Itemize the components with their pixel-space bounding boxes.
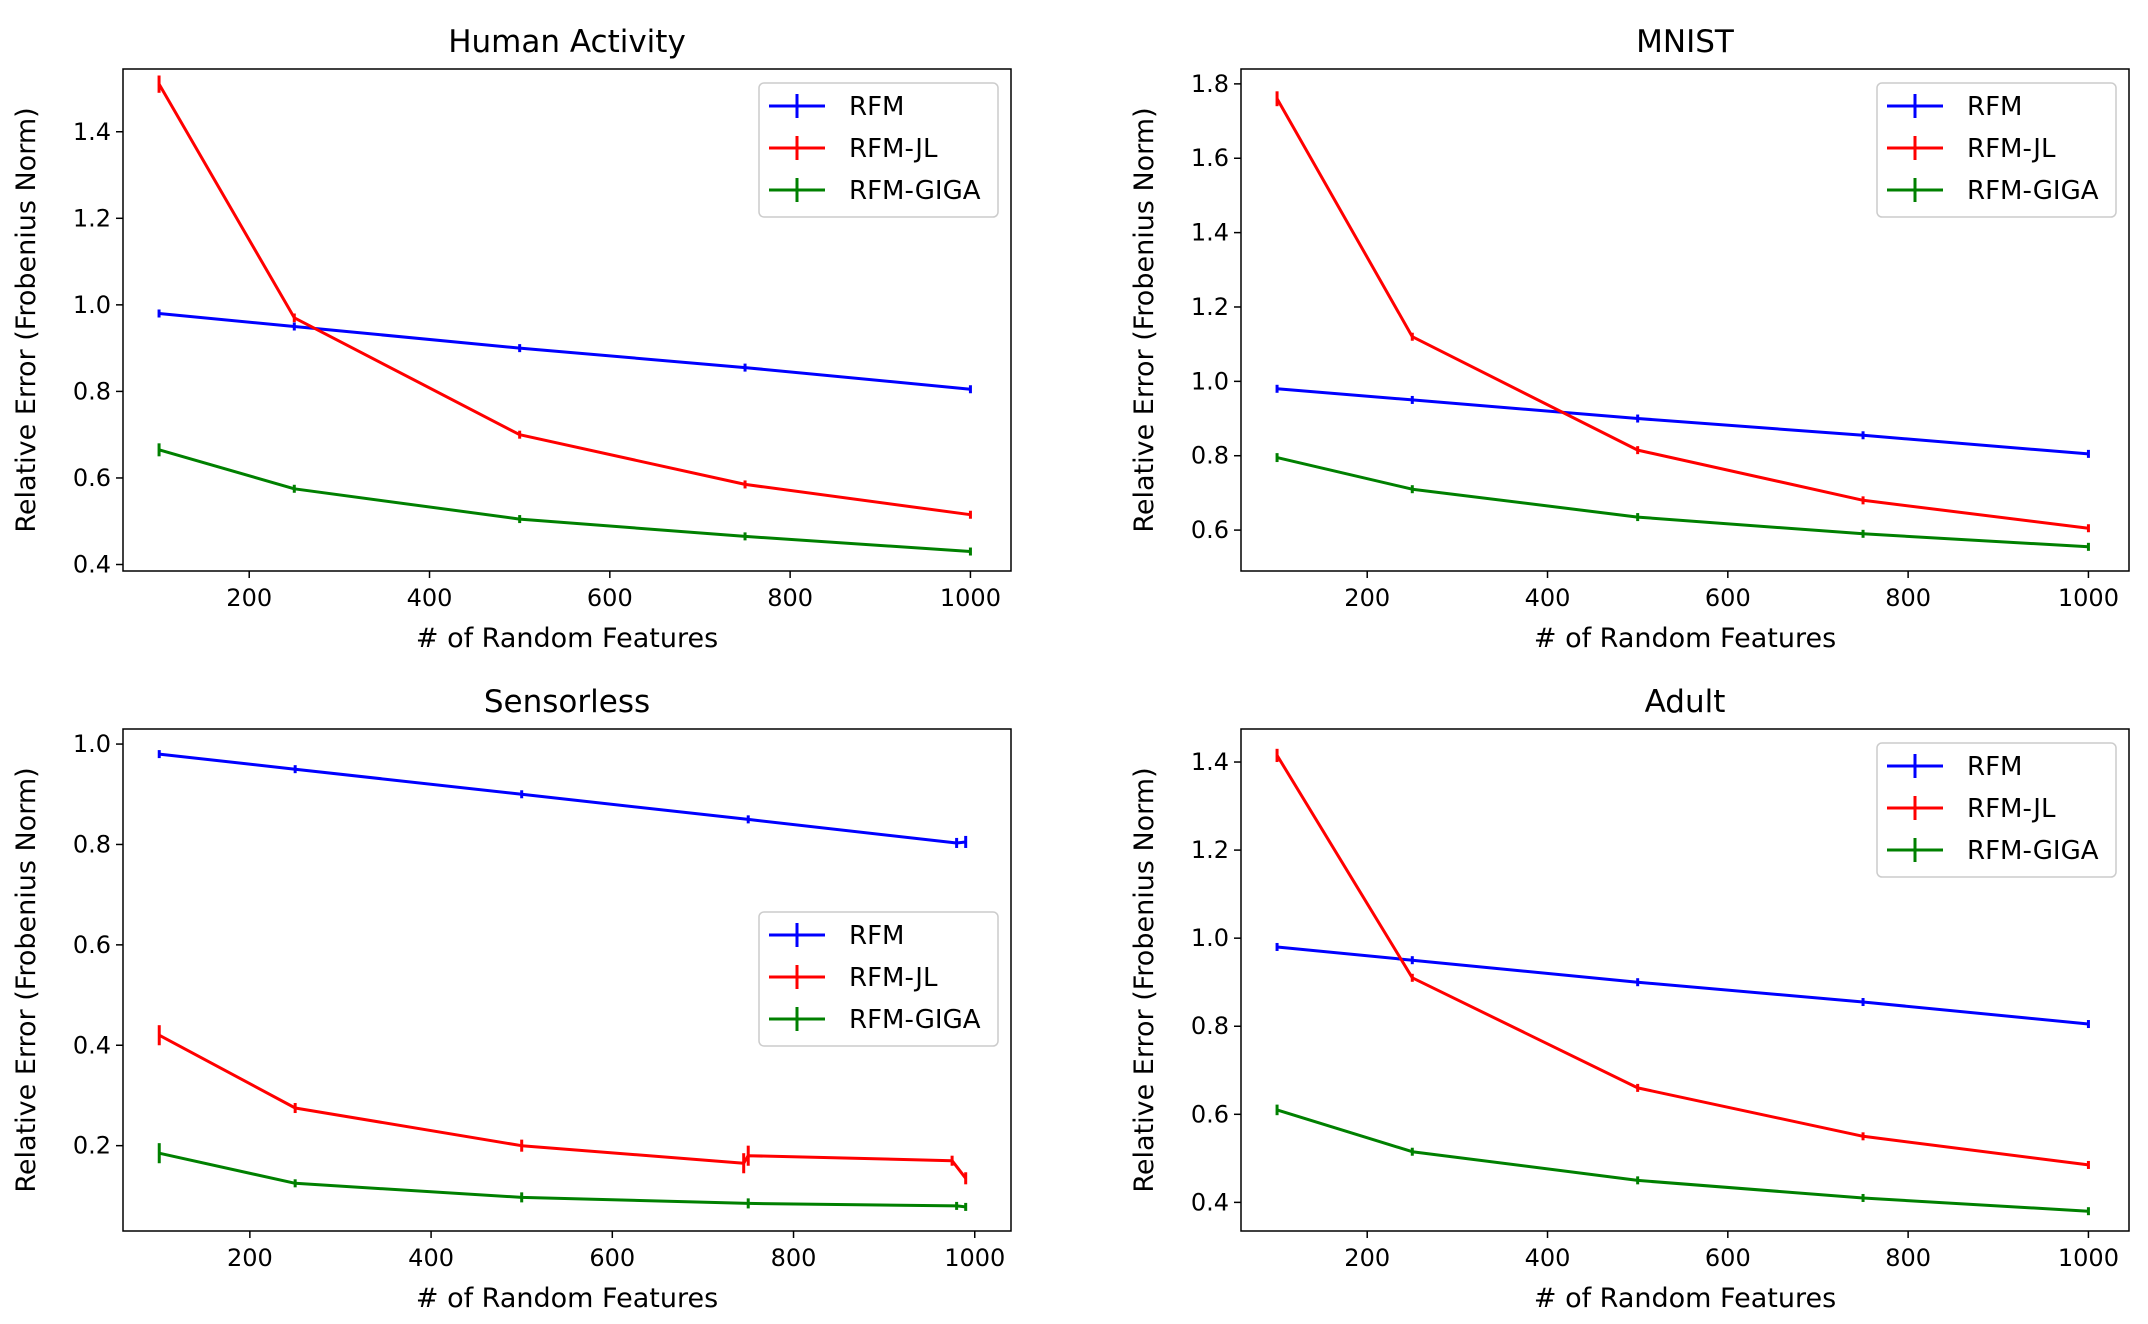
chart-title: MNIST [1636, 24, 1735, 60]
series-line-rfm [159, 752, 966, 845]
y-tick-label: 1.0 [1191, 367, 1229, 395]
legend-label-rfm-jl: RFM-JL [849, 963, 938, 993]
x-tick-label: 600 [589, 1244, 635, 1272]
x-axis-label: # of Random Features [1534, 623, 1836, 654]
x-tick-label: 800 [771, 1244, 817, 1272]
axes-frame [122, 68, 1012, 572]
y-tick-label: 1.8 [1191, 70, 1229, 98]
legend-label-rfm-jl: RFM-JL [1967, 134, 2056, 164]
x-tick-label: 400 [1525, 1244, 1571, 1272]
y-tick-label: 0.4 [73, 1031, 111, 1059]
legend-label-rfm: RFM [849, 92, 904, 122]
y-tick-label: 0.4 [1191, 1188, 1229, 1216]
y-tick-label: 1.2 [1191, 836, 1229, 864]
legend-label-rfm-giga: RFM-GIGA [849, 176, 981, 206]
legend-box [758, 82, 999, 218]
legend-label-rfm-giga: RFM-GIGA [1967, 176, 2099, 206]
series-line-rfm [158, 312, 971, 391]
x-tick-label: 200 [227, 1244, 273, 1272]
x-tick-label: 800 [1885, 584, 1931, 612]
legend-label-rfm-jl: RFM-JL [849, 134, 938, 164]
y-tick-label: 1.0 [73, 291, 111, 319]
legend-label-rfm: RFM [1967, 92, 2022, 122]
plot-area [157, 75, 972, 556]
plot-area [157, 750, 968, 1211]
series-line-rfm-giga [158, 448, 971, 553]
x-axis-label: # of Random Features [416, 623, 718, 654]
legend: RFM RFM-JL RFM-GIGA [1876, 82, 2117, 218]
y-tick-label: 0.8 [1191, 1012, 1229, 1040]
y-tick-label: 0.6 [73, 931, 111, 959]
x-tick-label: 1000 [2058, 584, 2119, 612]
series-line-rfm-jl [158, 1033, 967, 1180]
y-tick-label: 0.6 [1191, 516, 1229, 544]
chart-title: Human Activity [448, 24, 686, 60]
legend: RFM RFM-JL RFM-GIGA [758, 911, 999, 1047]
y-tick-label: 0.2 [73, 1132, 111, 1160]
y-axis-label: Relative Error (Frobenius Norm) [1129, 107, 1160, 532]
x-tick-label: 200 [226, 584, 272, 612]
y-tick-label: 1.4 [1191, 219, 1229, 247]
legend-label-rfm-jl: RFM-JL [1967, 794, 2056, 824]
x-tick-label: 400 [407, 584, 453, 612]
x-tick-label: 600 [1705, 1244, 1751, 1272]
x-tick-label: 400 [1525, 584, 1571, 612]
x-tick-label: 200 [1344, 584, 1390, 612]
y-tick-label: 0.8 [73, 830, 111, 858]
y-tick-label: 1.4 [1191, 748, 1229, 776]
legend-label-rfm: RFM [849, 921, 904, 951]
plot-area [1275, 748, 2090, 1216]
y-axis-label: Relative Error (Frobenius Norm) [1129, 767, 1160, 1192]
y-tick-label: 0.6 [73, 464, 111, 492]
x-axis-label: # of Random Features [416, 1283, 718, 1314]
x-tick-label: 1000 [944, 1244, 1005, 1272]
x-tick-label: 800 [1885, 1244, 1931, 1272]
x-tick-label: 600 [1705, 584, 1751, 612]
chart-panel-3: Sensorless 200 400 600 800 1000 0.2 0.4 0.6 0.8 1.… [11, 684, 1012, 1314]
y-tick-label: 0.6 [1191, 1100, 1229, 1128]
y-tick-label: 0.8 [1191, 442, 1229, 470]
chart-title: Sensorless [484, 684, 650, 720]
y-tick-label: 1.0 [1191, 924, 1229, 952]
series-line-rfm-giga [158, 1151, 966, 1209]
legend-box [1876, 82, 2117, 218]
x-tick-label: 600 [587, 584, 633, 612]
y-tick-label: 1.6 [1191, 144, 1229, 172]
y-tick-label: 0.4 [73, 551, 111, 579]
legend-label-rfm: RFM [1967, 752, 2022, 782]
legend-box [758, 911, 999, 1047]
y-tick-label: 1.4 [73, 118, 111, 146]
x-tick-label: 200 [1344, 1244, 1390, 1272]
legend: RFM RFM-JL RFM-GIGA [1876, 742, 2117, 878]
x-tick-label: 1000 [2058, 1244, 2119, 1272]
y-axis-label: Relative Error (Frobenius Norm) [11, 767, 42, 1192]
axes-frame [1240, 728, 2130, 1232]
series-line-rfm-giga [1276, 456, 2089, 549]
chart-panel-1: Human Activity 200 400 600 800 1000 0.4 0.6 0.8 1… [11, 24, 1012, 654]
chart-title: Adult [1645, 684, 1726, 720]
legend-box [1876, 742, 2117, 878]
chart-panel-4: Adult 200 400 600 800 1000 0.4 0.6 0.8 1.0 1.2 1.4 #… [1129, 684, 2130, 1314]
series-line-rfm [1276, 387, 2089, 456]
chart-panel-2: MNIST 200 400 600 800 1000 0.6 0.8 1.0 1.2 1.4 1.6 1… [1129, 24, 2130, 654]
y-axis-label: Relative Error (Frobenius Norm) [11, 107, 42, 532]
y-tick-label: 0.8 [73, 377, 111, 405]
axes-frame [122, 728, 1012, 1232]
legend-label-rfm-giga: RFM-GIGA [1967, 836, 2099, 866]
x-axis-label: # of Random Features [1534, 1283, 1836, 1314]
y-tick-label: 1.2 [73, 204, 111, 232]
x-tick-label: 800 [767, 584, 813, 612]
series-line-rfm [1276, 945, 2089, 1026]
legend: RFM RFM-JL RFM-GIGA [758, 82, 999, 218]
series-line-rfm-giga [1276, 1108, 2089, 1213]
y-tick-label: 1.2 [1191, 293, 1229, 321]
plot-area [1275, 91, 2090, 551]
axes-frame [1240, 68, 2130, 572]
x-tick-label: 1000 [940, 584, 1001, 612]
x-tick-label: 400 [408, 1244, 454, 1272]
y-tick-label: 1.0 [73, 730, 111, 758]
legend-label-rfm-giga: RFM-GIGA [849, 1005, 981, 1035]
